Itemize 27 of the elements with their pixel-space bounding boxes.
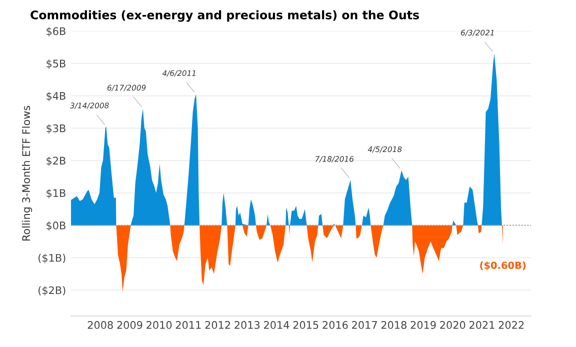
y-tick-label: $2B: [46, 156, 66, 166]
x-tick-label: 2014: [264, 321, 290, 329]
x-tick-label: 2013: [234, 321, 260, 329]
y-tick-label: $1B: [46, 188, 66, 198]
y-tick-label: $3B: [46, 124, 66, 134]
annotation: ($0.60B): [480, 261, 526, 270]
x-tick-label: 2017: [352, 321, 377, 329]
y-tick-label: $5B: [46, 59, 66, 69]
x-tick-label: 2021: [469, 321, 494, 329]
y-axis-title: Rolling 3-Month ETF Flows: [22, 106, 32, 241]
y-tick-label: $4B: [46, 92, 66, 102]
x-tick-label: 2022: [498, 321, 524, 329]
x-tick-label: 2018: [381, 321, 406, 329]
chart-title: Commodities (ex-energy and precious metals) on the Outs: [30, 10, 419, 22]
x-tick-label: 2016: [322, 321, 348, 329]
x-tick-label: 2015: [293, 321, 318, 329]
x-tick-label: 2011: [176, 321, 201, 329]
y-tick-label: ($1B): [38, 254, 66, 264]
y-tick-label: $0B: [46, 221, 66, 231]
x-tick-label: 2019: [410, 321, 436, 329]
x-tick-label: 2008: [88, 321, 113, 329]
y-tick-label: $6B: [46, 27, 66, 36]
x-tick-label: 2010: [146, 321, 172, 329]
x-tick-label: 2012: [205, 321, 230, 329]
y-tick-label: ($2B): [38, 286, 66, 296]
x-tick-label: 2009: [117, 321, 142, 329]
x-tick-label: 2020: [440, 321, 466, 329]
